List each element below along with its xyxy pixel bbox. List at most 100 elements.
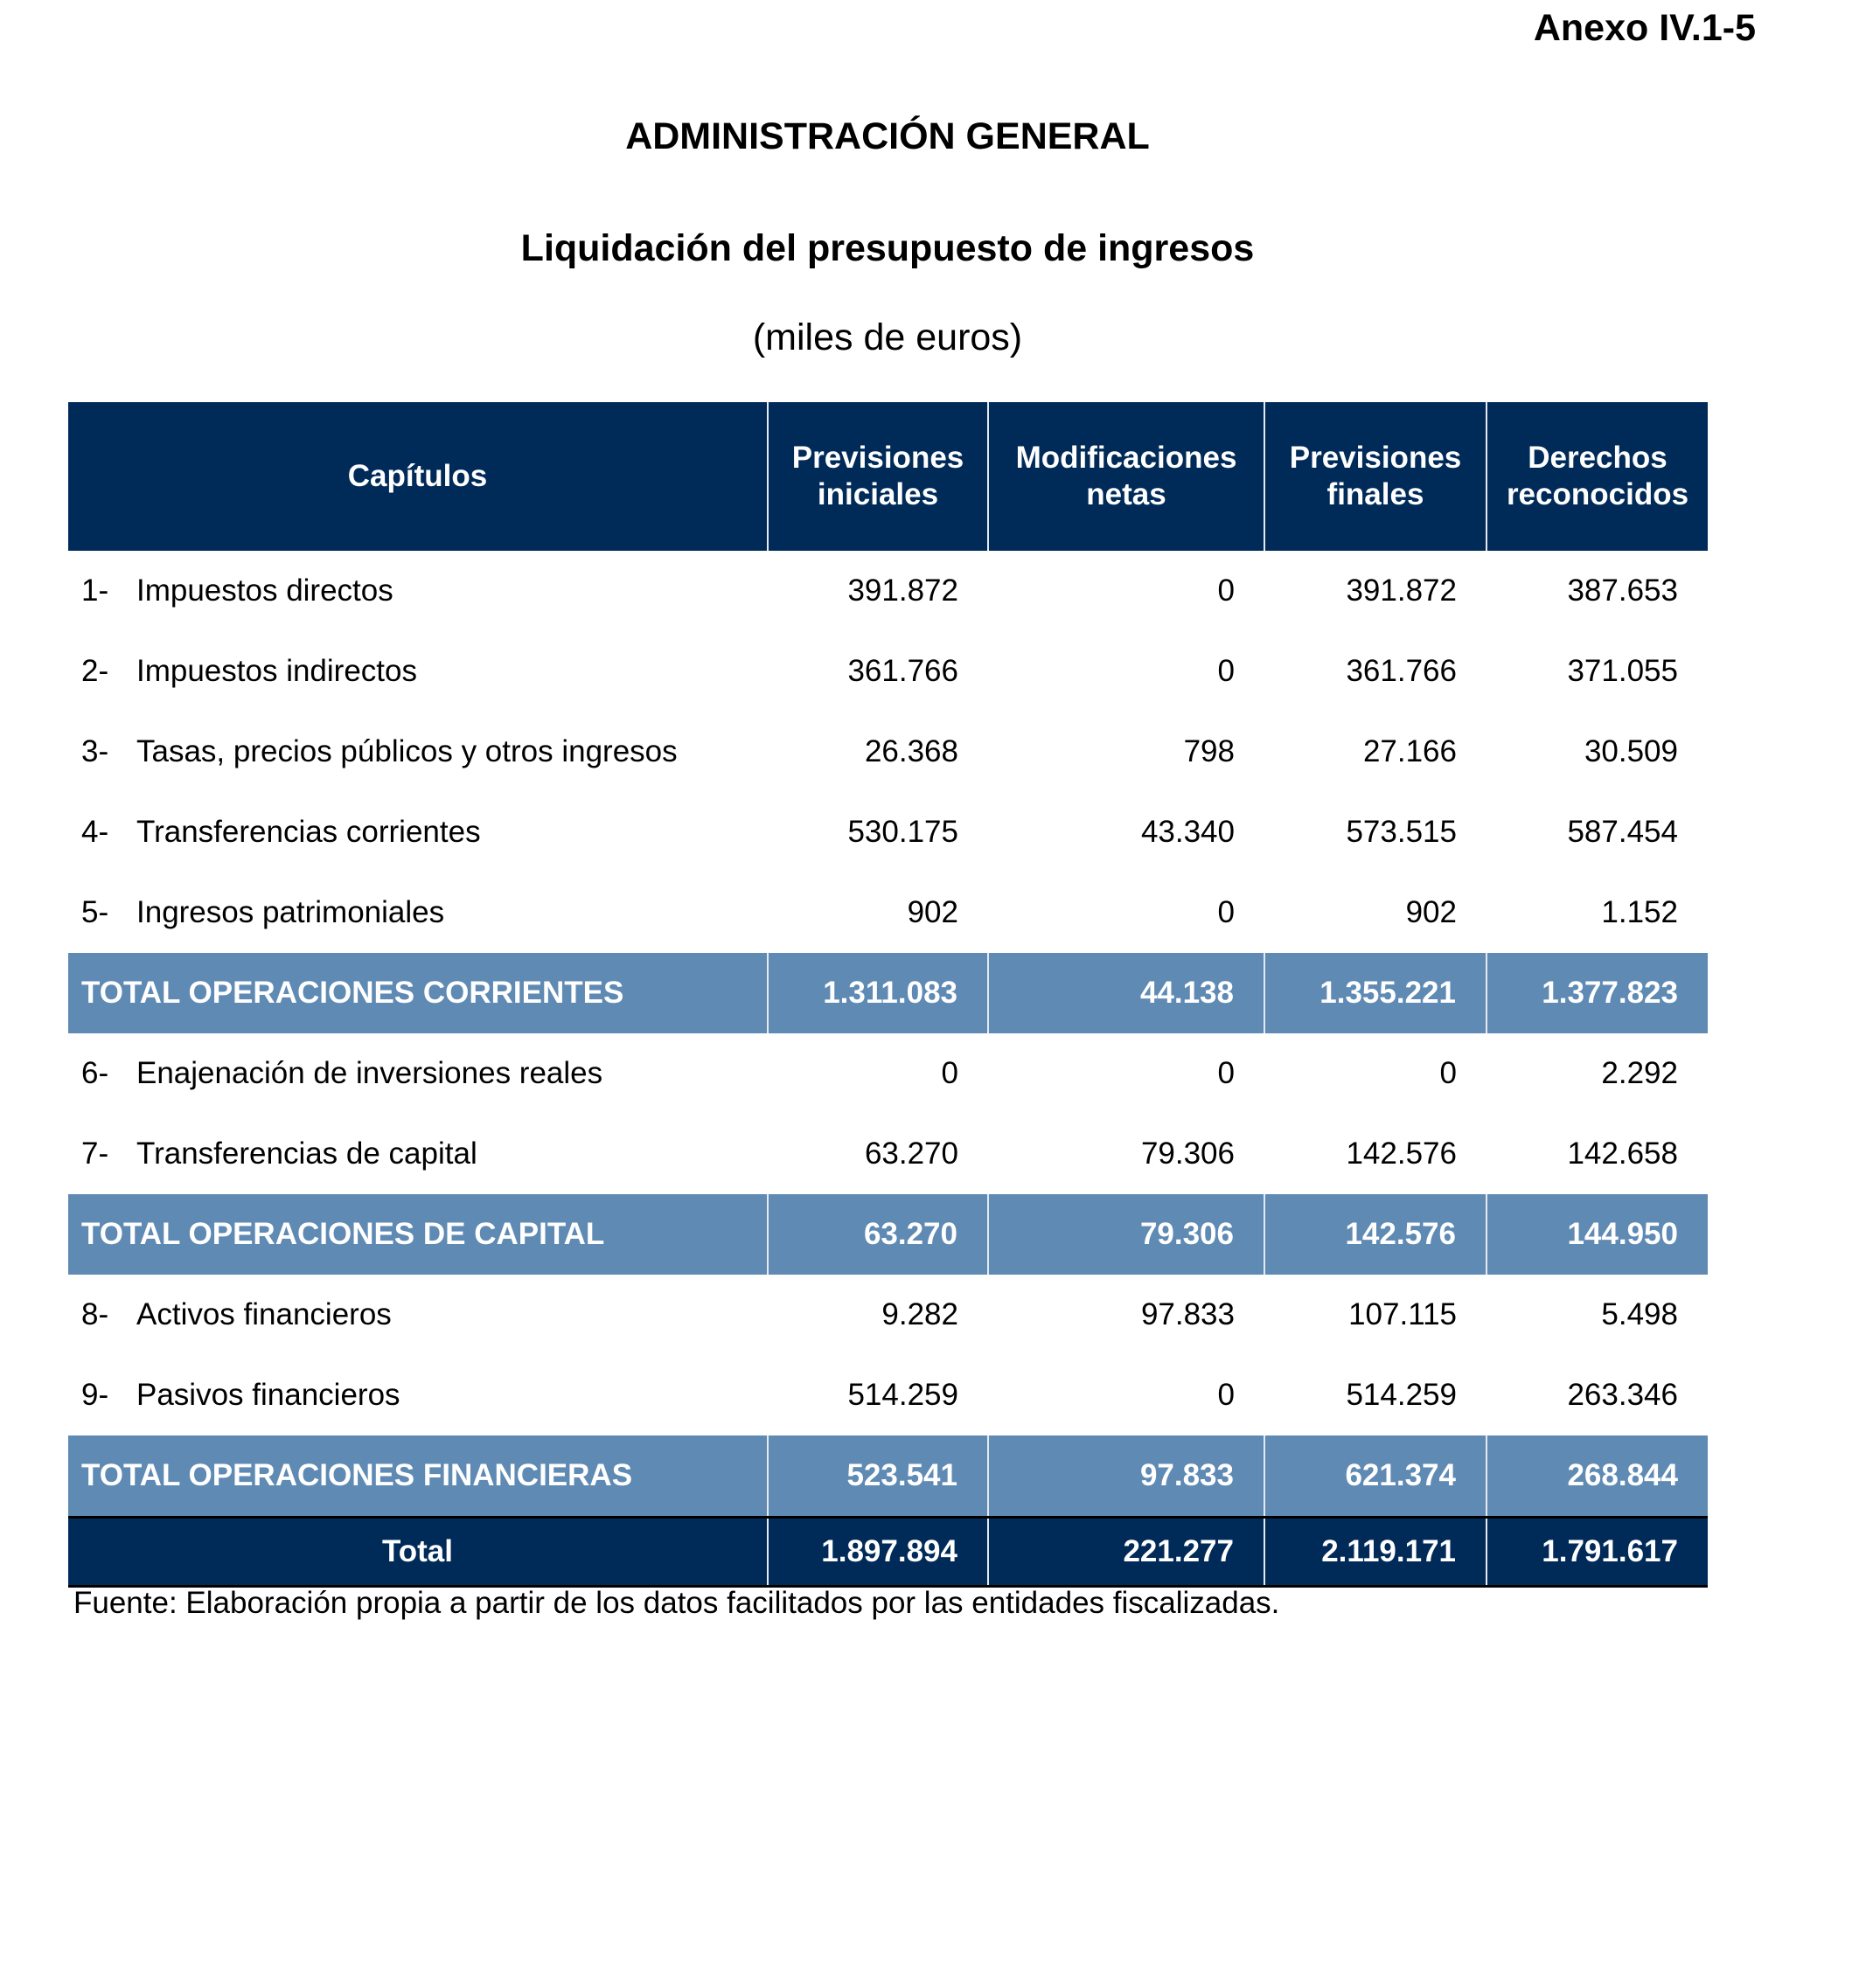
cell-final: 573.515 <box>1346 815 1457 849</box>
cell-final: 0 <box>1439 1056 1457 1090</box>
header-mods-line2: netas <box>1086 477 1166 511</box>
cell-rights: 263.346 <box>1567 1378 1678 1412</box>
chapter-number: 8- <box>81 1297 109 1331</box>
table-row: 9- Pasivos financieros 514.259 0 514.259 … <box>68 1355 1708 1435</box>
header-recognized-rights: Derechos reconocidos <box>1486 402 1708 551</box>
annex-label: Anexo IV.1-5 <box>1533 7 1756 49</box>
row-label: 6- Enajenación de inversiones reales <box>68 1033 768 1114</box>
cell-modifications: 0 <box>1217 895 1235 929</box>
table-row: 6- Enajenación de inversiones reales 0 0 … <box>68 1033 1708 1114</box>
table-header-row: Capítulos Previsiones iniciales Modificac… <box>68 402 1708 551</box>
revenue-budget-table: Capítulos Previsiones iniciales Modificac… <box>68 402 1708 1588</box>
header-final-line2: finales <box>1326 477 1424 511</box>
table-row: 4- Transferencias corrientes 530.175 43.3… <box>68 792 1708 872</box>
row-label: 4- Transferencias corrientes <box>68 792 768 872</box>
row-label: 5- Ingresos patrimoniales <box>68 872 768 953</box>
cell-modifications: 97.833 <box>987 1435 1264 1518</box>
subtotal-label: TOTAL OPERACIONES FINANCIERAS <box>68 1435 768 1518</box>
cell-rights: 1.152 <box>1601 895 1678 929</box>
units-label: (miles de euros) <box>752 316 1023 358</box>
chapter-number: 9- <box>81 1378 109 1412</box>
table-row: 1- Impuestos directos 391.872 0 391.872 3… <box>68 551 1708 631</box>
cell-modifications: 0 <box>1217 1056 1235 1090</box>
cell-initial: 391.872 <box>847 573 958 608</box>
row-label: 1- Impuestos directos <box>68 551 768 631</box>
cell-initial: 63.270 <box>767 1194 988 1275</box>
header-initial-line2: iniciales <box>817 477 939 511</box>
header-rights-line1: Derechos <box>1528 441 1668 475</box>
row-label: 2- Impuestos indirectos <box>68 631 768 712</box>
cell-initial: 63.270 <box>864 1136 958 1171</box>
cell-rights: 144.950 <box>1486 1194 1708 1275</box>
cell-rights: 142.658 <box>1567 1136 1678 1171</box>
source-note: Fuente: Elaboración propia a partir de l… <box>73 1586 1280 1620</box>
subtotal-row-capital: TOTAL OPERACIONES DE CAPITAL 63.270 79.3… <box>68 1194 1708 1275</box>
chapter-number: 5- <box>81 895 109 929</box>
cell-final: 2.119.171 <box>1264 1516 1487 1588</box>
table-row: 5- Ingresos patrimoniales 902 0 902 1.152 <box>68 872 1708 953</box>
chapter-name: Tasas, precios públicos y otros ingresos <box>136 734 678 768</box>
table-row: 8- Activos financieros 9.282 97.833 107.1… <box>68 1275 1708 1355</box>
cell-initial: 0 <box>941 1056 958 1090</box>
chapter-number: 7- <box>81 1136 109 1171</box>
chapter-number: 2- <box>81 654 109 688</box>
header-final-line1: Previsiones <box>1289 441 1462 475</box>
cell-modifications: 43.340 <box>1140 815 1235 849</box>
cell-initial: 514.259 <box>847 1378 958 1412</box>
chapter-number: 3- <box>81 734 109 768</box>
chapter-name: Transferencias corrientes <box>136 815 481 849</box>
cell-initial: 1.897.894 <box>767 1516 988 1588</box>
cell-rights: 2.292 <box>1601 1056 1678 1090</box>
row-label: 7- Transferencias de capital <box>68 1114 768 1194</box>
cell-rights: 1.791.617 <box>1486 1516 1708 1588</box>
grand-total-label: Total <box>68 1516 768 1588</box>
header-net-modifications: Modificaciones netas <box>987 402 1264 551</box>
cell-modifications: 0 <box>1217 1378 1235 1412</box>
cell-rights: 371.055 <box>1567 654 1678 688</box>
page-title: ADMINISTRACIÓN GENERAL <box>625 115 1150 157</box>
row-label: 9- Pasivos financieros <box>68 1355 768 1435</box>
chapter-name: Enajenación de inversiones reales <box>136 1056 603 1090</box>
row-label: 3- Tasas, precios públicos y otros ingres… <box>68 712 768 792</box>
subtotal-row-current: TOTAL OPERACIONES CORRIENTES 1.311.083 4… <box>68 953 1708 1033</box>
cell-modifications: 79.306 <box>987 1194 1264 1275</box>
subtotal-label: TOTAL OPERACIONES CORRIENTES <box>68 953 768 1033</box>
cell-final: 142.576 <box>1346 1136 1457 1171</box>
chapter-name: Ingresos patrimoniales <box>136 895 445 929</box>
header-rights-line2: reconocidos <box>1506 477 1689 511</box>
cell-rights: 387.653 <box>1567 573 1678 608</box>
page-subtitle: Liquidación del presupuesto de ingresos <box>520 227 1255 269</box>
cell-final: 902 <box>1405 895 1457 929</box>
table-row: 2- Impuestos indirectos 361.766 0 361.766… <box>68 631 1708 712</box>
cell-rights: 5.498 <box>1601 1297 1678 1331</box>
chapter-name: Impuestos directos <box>136 573 393 608</box>
cell-modifications: 798 <box>1183 734 1235 768</box>
cell-final: 391.872 <box>1346 573 1457 608</box>
subtotal-row-financial: TOTAL OPERACIONES FINANCIERAS 523.541 97… <box>68 1435 1708 1518</box>
cell-initial: 361.766 <box>847 654 958 688</box>
cell-initial: 26.368 <box>864 734 958 768</box>
header-chapters-label: Capítulos <box>347 459 488 493</box>
cell-modifications: 221.277 <box>987 1516 1264 1588</box>
cell-rights: 587.454 <box>1567 815 1678 849</box>
cell-initial: 530.175 <box>847 815 958 849</box>
cell-initial: 902 <box>907 895 958 929</box>
cell-initial: 523.541 <box>767 1435 988 1518</box>
cell-rights: 30.509 <box>1584 734 1678 768</box>
cell-modifications: 97.833 <box>1140 1297 1235 1331</box>
chapter-number: 1- <box>81 573 109 608</box>
cell-rights: 268.844 <box>1486 1435 1708 1518</box>
cell-final: 621.374 <box>1264 1435 1487 1518</box>
cell-final: 27.166 <box>1362 734 1457 768</box>
cell-rights: 1.377.823 <box>1486 953 1708 1033</box>
chapter-name: Impuestos indirectos <box>136 654 417 688</box>
subtotal-label: TOTAL OPERACIONES DE CAPITAL <box>68 1194 768 1275</box>
grand-total-row: Total 1.897.894 221.277 2.119.171 1.791.… <box>68 1516 1708 1588</box>
cell-final: 1.355.221 <box>1264 953 1487 1033</box>
header-mods-line1: Modificaciones <box>1015 441 1237 475</box>
cell-final: 361.766 <box>1346 654 1457 688</box>
cell-modifications: 0 <box>1217 573 1235 608</box>
chapter-name: Activos financieros <box>136 1297 392 1331</box>
cell-final: 514.259 <box>1346 1378 1457 1412</box>
cell-modifications: 44.138 <box>987 953 1264 1033</box>
